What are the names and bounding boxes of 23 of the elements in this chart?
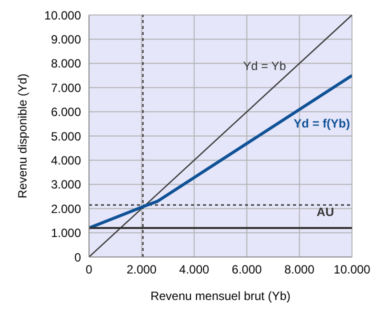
y-tick-label: 0 xyxy=(74,250,82,264)
y-tick-label: 1.000 xyxy=(50,226,82,240)
x-tick-label: 10.000 xyxy=(334,262,371,277)
x-tick-label: 8.000 xyxy=(284,262,315,277)
y-tick-label: 8.000 xyxy=(50,56,82,71)
x-tick-label: 4.000 xyxy=(179,262,210,277)
y-tick-label: 10.000 xyxy=(44,8,82,22)
x-tick-label: 0 xyxy=(86,262,93,277)
x-tick-label: 6.000 xyxy=(232,262,262,277)
series-label: Yd = f(Yb) xyxy=(294,116,350,130)
y-axis-title: Revenu disponible (Yd) xyxy=(15,74,30,198)
x-tick-label: 2.000 xyxy=(126,262,157,277)
y-tick-label: 7.000 xyxy=(50,80,82,95)
y-tick-label: 2.000 xyxy=(50,202,82,216)
y-tick-label: 9.000 xyxy=(50,32,82,46)
y-tick-label: 6.000 xyxy=(50,105,82,120)
line-series xyxy=(89,74,352,230)
y-tick-label: 3.000 xyxy=(50,178,82,192)
x-axis-title: Revenu mensuel brut (Yb) xyxy=(150,289,291,303)
series-label: Yd = Yb xyxy=(243,59,286,73)
y-tick-label: 4.000 xyxy=(50,153,82,168)
y-tick-label: 5.000 xyxy=(50,129,82,144)
series-label: AU xyxy=(316,204,334,219)
